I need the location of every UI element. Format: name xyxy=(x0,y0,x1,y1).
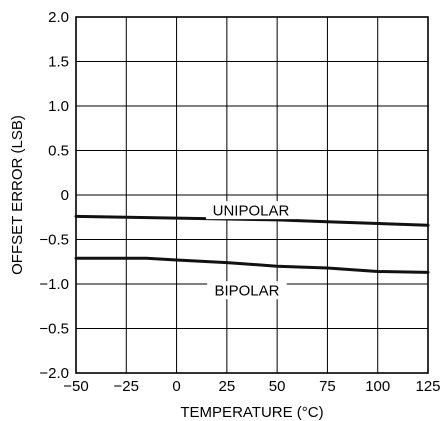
x-tick-label: 100 xyxy=(365,378,390,395)
y-axis-title: OFFSET ERROR (LSB) xyxy=(9,115,26,275)
series-layer xyxy=(74,214,430,274)
x-axis-title: TEMPERATURE (°C) xyxy=(180,404,323,421)
series-line-unipolar xyxy=(74,214,430,227)
grid xyxy=(76,17,428,373)
y-tick-label: 1.5 xyxy=(48,54,69,71)
series-label-bipolar: BIPOLAR xyxy=(214,283,279,300)
x-tick-label: 25 xyxy=(219,378,236,395)
series-label-background xyxy=(205,201,296,220)
x-tick-label: 125 xyxy=(415,378,440,395)
x-tick-label: 50 xyxy=(269,378,286,395)
y-tick-label: 0.5 xyxy=(48,143,69,160)
plot-frame xyxy=(75,16,429,374)
y-tick-label: 1.0 xyxy=(48,98,69,115)
series-line-bipolar xyxy=(74,256,430,274)
series-label-unipolar: UNIPOLAR xyxy=(213,203,290,220)
y-tick-label: −2.0 xyxy=(39,365,69,382)
x-tick-labels: −50 −25 0 25 50 75 100 125 xyxy=(63,378,440,395)
y-tick-label: −1.0 xyxy=(39,276,69,293)
y-tick-label: 2.0 xyxy=(48,9,69,26)
series-label-background xyxy=(207,281,287,300)
y-tick-label: −0.5 xyxy=(39,232,69,249)
series-labels: UNIPOLAR BIPOLAR xyxy=(205,201,296,300)
x-tick-label: 75 xyxy=(319,378,336,395)
y-tick-label: −0.5 xyxy=(39,321,69,338)
x-tick-label: −50 xyxy=(63,378,88,395)
y-tick-label: 0 xyxy=(61,187,69,204)
x-tick-label: −25 xyxy=(114,378,139,395)
x-tick-label: 0 xyxy=(172,378,180,395)
y-tick-labels: 2.0 1.5 1.0 0.5 0 −0.5 −1.0 −0.5 −2.0 xyxy=(39,9,69,382)
